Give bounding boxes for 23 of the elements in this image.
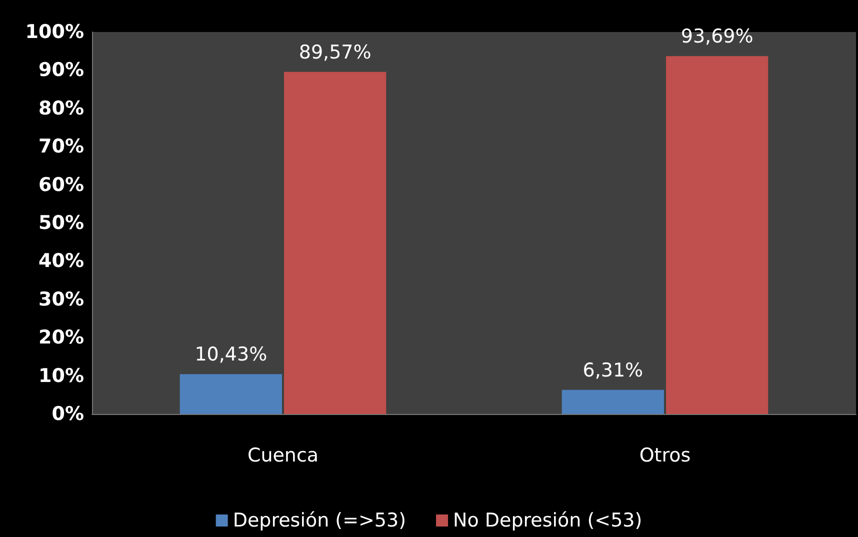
data-label: 10,43% bbox=[194, 344, 268, 366]
y-tick-label: 30% bbox=[38, 288, 84, 310]
y-tick-label: 50% bbox=[38, 212, 84, 234]
bar bbox=[180, 374, 282, 414]
bar bbox=[666, 56, 768, 414]
y-tick-label: 40% bbox=[38, 250, 84, 272]
data-label: 93,69% bbox=[680, 26, 754, 48]
y-tick-label: 0% bbox=[52, 403, 84, 425]
data-label: 6,31% bbox=[582, 359, 644, 382]
legend-label: No Depresión (<53) bbox=[453, 510, 642, 532]
x-tick-label: Otros bbox=[639, 444, 691, 466]
y-tick-label: 10% bbox=[38, 364, 84, 387]
y-tick-label: 60% bbox=[38, 174, 84, 196]
y-tick-label: 70% bbox=[38, 136, 84, 158]
data-label: 89,57% bbox=[298, 41, 372, 64]
y-tick-label: 20% bbox=[38, 326, 84, 349]
bar bbox=[284, 72, 386, 414]
y-tick-label: 100% bbox=[25, 21, 84, 43]
y-tick-label: 90% bbox=[38, 59, 84, 82]
x-tick-label: Cuenca bbox=[247, 444, 319, 466]
y-tick-label: 80% bbox=[38, 97, 84, 120]
bar bbox=[562, 390, 664, 414]
legend-label: Depresión (=>53) bbox=[232, 510, 406, 532]
